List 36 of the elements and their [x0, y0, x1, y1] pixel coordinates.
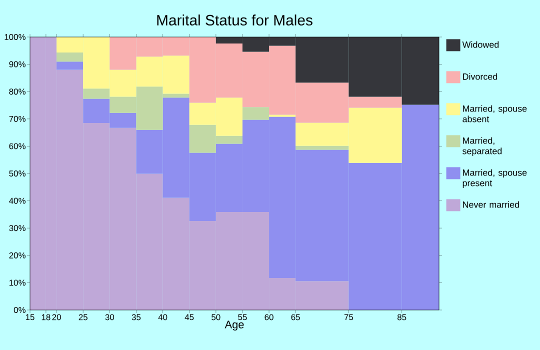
y-tick-label: 100% [4, 34, 26, 40]
bar [56, 62, 84, 70]
x-tick-label: 55 [238, 314, 247, 320]
y-tick-label: 10% [9, 280, 26, 286]
y-tick-label: 80% [9, 88, 26, 95]
x-tick-label: 15 [26, 314, 34, 320]
x-axis-title: Age [224, 320, 244, 331]
chart-title: Marital Status for Males [157, 14, 312, 26]
legend-label: Married, spouse present [462, 169, 527, 188]
y-tick-label: 70% [9, 116, 26, 122]
legend-label: Divorced [463, 73, 498, 80]
bar [242, 107, 270, 120]
x-tick-label: 18 [42, 314, 50, 320]
x-tick-label: 85 [397, 314, 406, 320]
x-tick-label: 20 [52, 314, 61, 320]
y-tick-label: 90% [9, 61, 26, 68]
legend-label: Widowed [462, 41, 499, 48]
y-tick-label: 60% [9, 143, 26, 150]
y-tick-label: 0% [14, 307, 26, 313]
legend-label: Never married [463, 201, 519, 208]
y-tick-label: 40% [9, 198, 26, 204]
x-tick-label: 65 [291, 314, 300, 320]
y-tick-label: 20% [9, 252, 26, 258]
y-tick-label: 50% [9, 170, 26, 176]
x-tick-label: 30 [105, 314, 114, 320]
x-tick-label: 25 [78, 314, 88, 320]
legend-label: Married, spouse absent [462, 105, 527, 122]
x-tick-label: 60 [264, 314, 274, 320]
x-tick-label: 45 [184, 314, 194, 320]
x-tick-label: 75 [344, 314, 354, 320]
y-tick-label: 30% [9, 225, 26, 232]
x-tick-label: 40 [158, 314, 168, 320]
x-tick-label: 35 [132, 314, 141, 320]
legend-label: Married, separated [462, 137, 502, 156]
bar [56, 52, 84, 62]
x-tick-label: 50 [212, 314, 220, 320]
